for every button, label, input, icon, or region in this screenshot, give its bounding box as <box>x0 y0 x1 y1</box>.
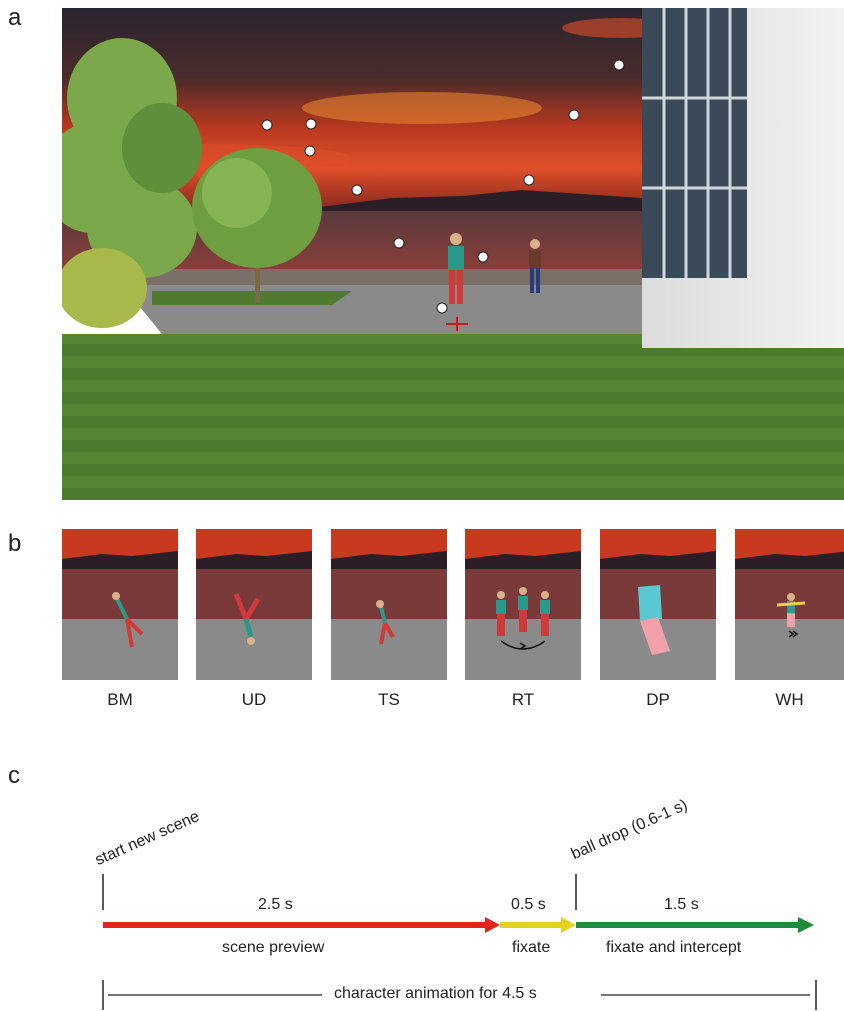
duration-fixate: 0.5 s <box>511 896 546 913</box>
label-bm: BM <box>107 690 133 709</box>
duration-intercept: 1.5 s <box>664 896 699 913</box>
label-ud: UD <box>241 690 267 709</box>
lawn <box>62 334 844 500</box>
thumb-ud <box>196 529 312 680</box>
label-rt: RT <box>511 690 535 709</box>
fixation-cross <box>446 317 468 331</box>
label-ts: TS <box>378 690 400 709</box>
label-wh: WH <box>775 690 804 709</box>
segment-intercept-arrowhead <box>798 917 814 933</box>
character-blue-pants <box>529 239 541 293</box>
scene-render <box>62 8 844 500</box>
panel-label-a: a <box>8 4 22 31</box>
mountains <box>312 190 702 213</box>
panel-label-b: b <box>8 530 22 557</box>
caption-preview: scene preview <box>222 939 325 956</box>
duration-preview: 2.5 s <box>258 896 293 913</box>
thumb-rt <box>465 529 581 680</box>
panel-label-c: c <box>8 762 20 789</box>
balls <box>261 59 625 314</box>
caption-intercept: fixate and intercept <box>606 939 742 956</box>
character-red-pants <box>448 233 464 304</box>
thumb-dp <box>600 529 716 680</box>
caption-fixate: fixate <box>512 939 551 956</box>
segment-preview-arrowhead <box>485 917 500 933</box>
thumb-bm <box>62 529 178 680</box>
segment-fixate-arrowhead <box>561 917 576 933</box>
thumb-wh <box>735 529 844 680</box>
label-dp: DP <box>646 690 670 709</box>
tree-left <box>62 38 202 328</box>
timeline-graphic <box>102 874 817 1010</box>
animation-duration-label: character animation for 4.5 s <box>334 985 537 1002</box>
thumb-ts <box>331 529 447 680</box>
tree-middle <box>192 148 322 303</box>
